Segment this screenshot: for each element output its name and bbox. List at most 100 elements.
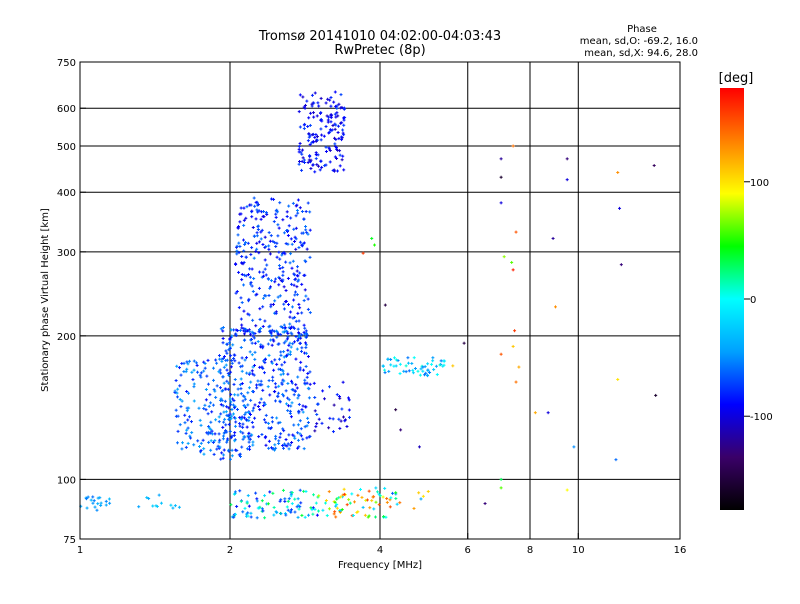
data-point (187, 391, 191, 395)
data-point (293, 235, 297, 239)
data-point (258, 317, 262, 321)
data-point (419, 367, 423, 371)
data-point (384, 515, 388, 519)
data-point (302, 217, 306, 221)
data-point (348, 415, 352, 419)
data-point (373, 515, 377, 519)
data-point (296, 515, 300, 519)
data-point (286, 348, 290, 352)
data-point (277, 264, 281, 268)
data-point (247, 504, 251, 508)
data-point (202, 447, 206, 451)
data-point (339, 93, 343, 97)
data-point (249, 253, 253, 257)
data-point (290, 401, 294, 405)
data-point (411, 368, 415, 372)
data-point (241, 437, 245, 441)
data-point (346, 396, 350, 400)
data-point (292, 227, 296, 231)
data-point (325, 514, 329, 518)
data-point (280, 381, 284, 385)
data-point (175, 391, 179, 395)
data-point (281, 488, 285, 492)
data-point (284, 329, 288, 333)
data-point (182, 361, 186, 365)
data-point (315, 402, 319, 406)
data-point (224, 410, 228, 414)
data-point (329, 104, 333, 108)
data-point (304, 331, 308, 335)
data-point (306, 355, 310, 359)
data-point (297, 393, 301, 397)
data-point (394, 497, 398, 501)
data-point (270, 416, 274, 420)
data-point (241, 431, 245, 435)
data-point (299, 360, 303, 364)
data-point (238, 424, 242, 428)
data-point (287, 447, 291, 451)
data-point (202, 369, 206, 373)
data-point (319, 138, 323, 142)
data-point (293, 278, 297, 282)
data-point (374, 486, 378, 490)
data-point (209, 439, 213, 443)
data-point (367, 514, 371, 518)
data-point (272, 505, 276, 509)
data-point (232, 412, 236, 416)
data-point (260, 507, 264, 511)
data-point (230, 361, 234, 365)
data-point (293, 497, 297, 501)
data-point (289, 326, 293, 330)
data-point (255, 231, 259, 235)
data-point (318, 168, 322, 172)
data-point (345, 503, 349, 507)
data-point (95, 508, 99, 512)
data-point (231, 343, 235, 347)
data-point (406, 356, 410, 360)
data-point (285, 353, 289, 357)
data-point (244, 255, 248, 259)
data-point (242, 260, 246, 264)
data-point (302, 241, 306, 245)
data-point (93, 505, 97, 509)
data-point (311, 506, 315, 510)
data-point (271, 491, 275, 495)
data-point (187, 415, 191, 419)
data-point (221, 325, 225, 329)
data-point (303, 515, 307, 519)
x-axis-label: Frequency [MHz] (338, 560, 422, 571)
data-point (251, 425, 255, 429)
data-point (274, 215, 278, 219)
data-point (423, 373, 427, 377)
data-point (517, 365, 521, 369)
data-point (308, 370, 312, 374)
data-point (284, 389, 288, 393)
data-point (416, 369, 420, 373)
data-point (229, 354, 233, 358)
data-point (209, 401, 213, 405)
data-point (242, 283, 246, 287)
data-point (394, 358, 398, 362)
data-point (236, 387, 240, 391)
data-point (316, 101, 320, 105)
data-point (176, 387, 180, 391)
data-point (300, 346, 304, 350)
data-point (235, 407, 239, 411)
data-point (275, 208, 279, 212)
data-point (287, 303, 291, 307)
colorbar-label: [deg] (719, 71, 754, 86)
data-point (370, 499, 374, 503)
data-point (213, 389, 217, 393)
data-point (334, 515, 338, 519)
data-point (297, 319, 301, 323)
data-point (323, 501, 327, 505)
data-point (248, 437, 252, 441)
data-point (179, 405, 183, 409)
data-point (280, 363, 284, 367)
data-point (275, 416, 279, 420)
data-point (222, 420, 226, 424)
data-point (406, 361, 410, 365)
data-point (298, 366, 302, 370)
